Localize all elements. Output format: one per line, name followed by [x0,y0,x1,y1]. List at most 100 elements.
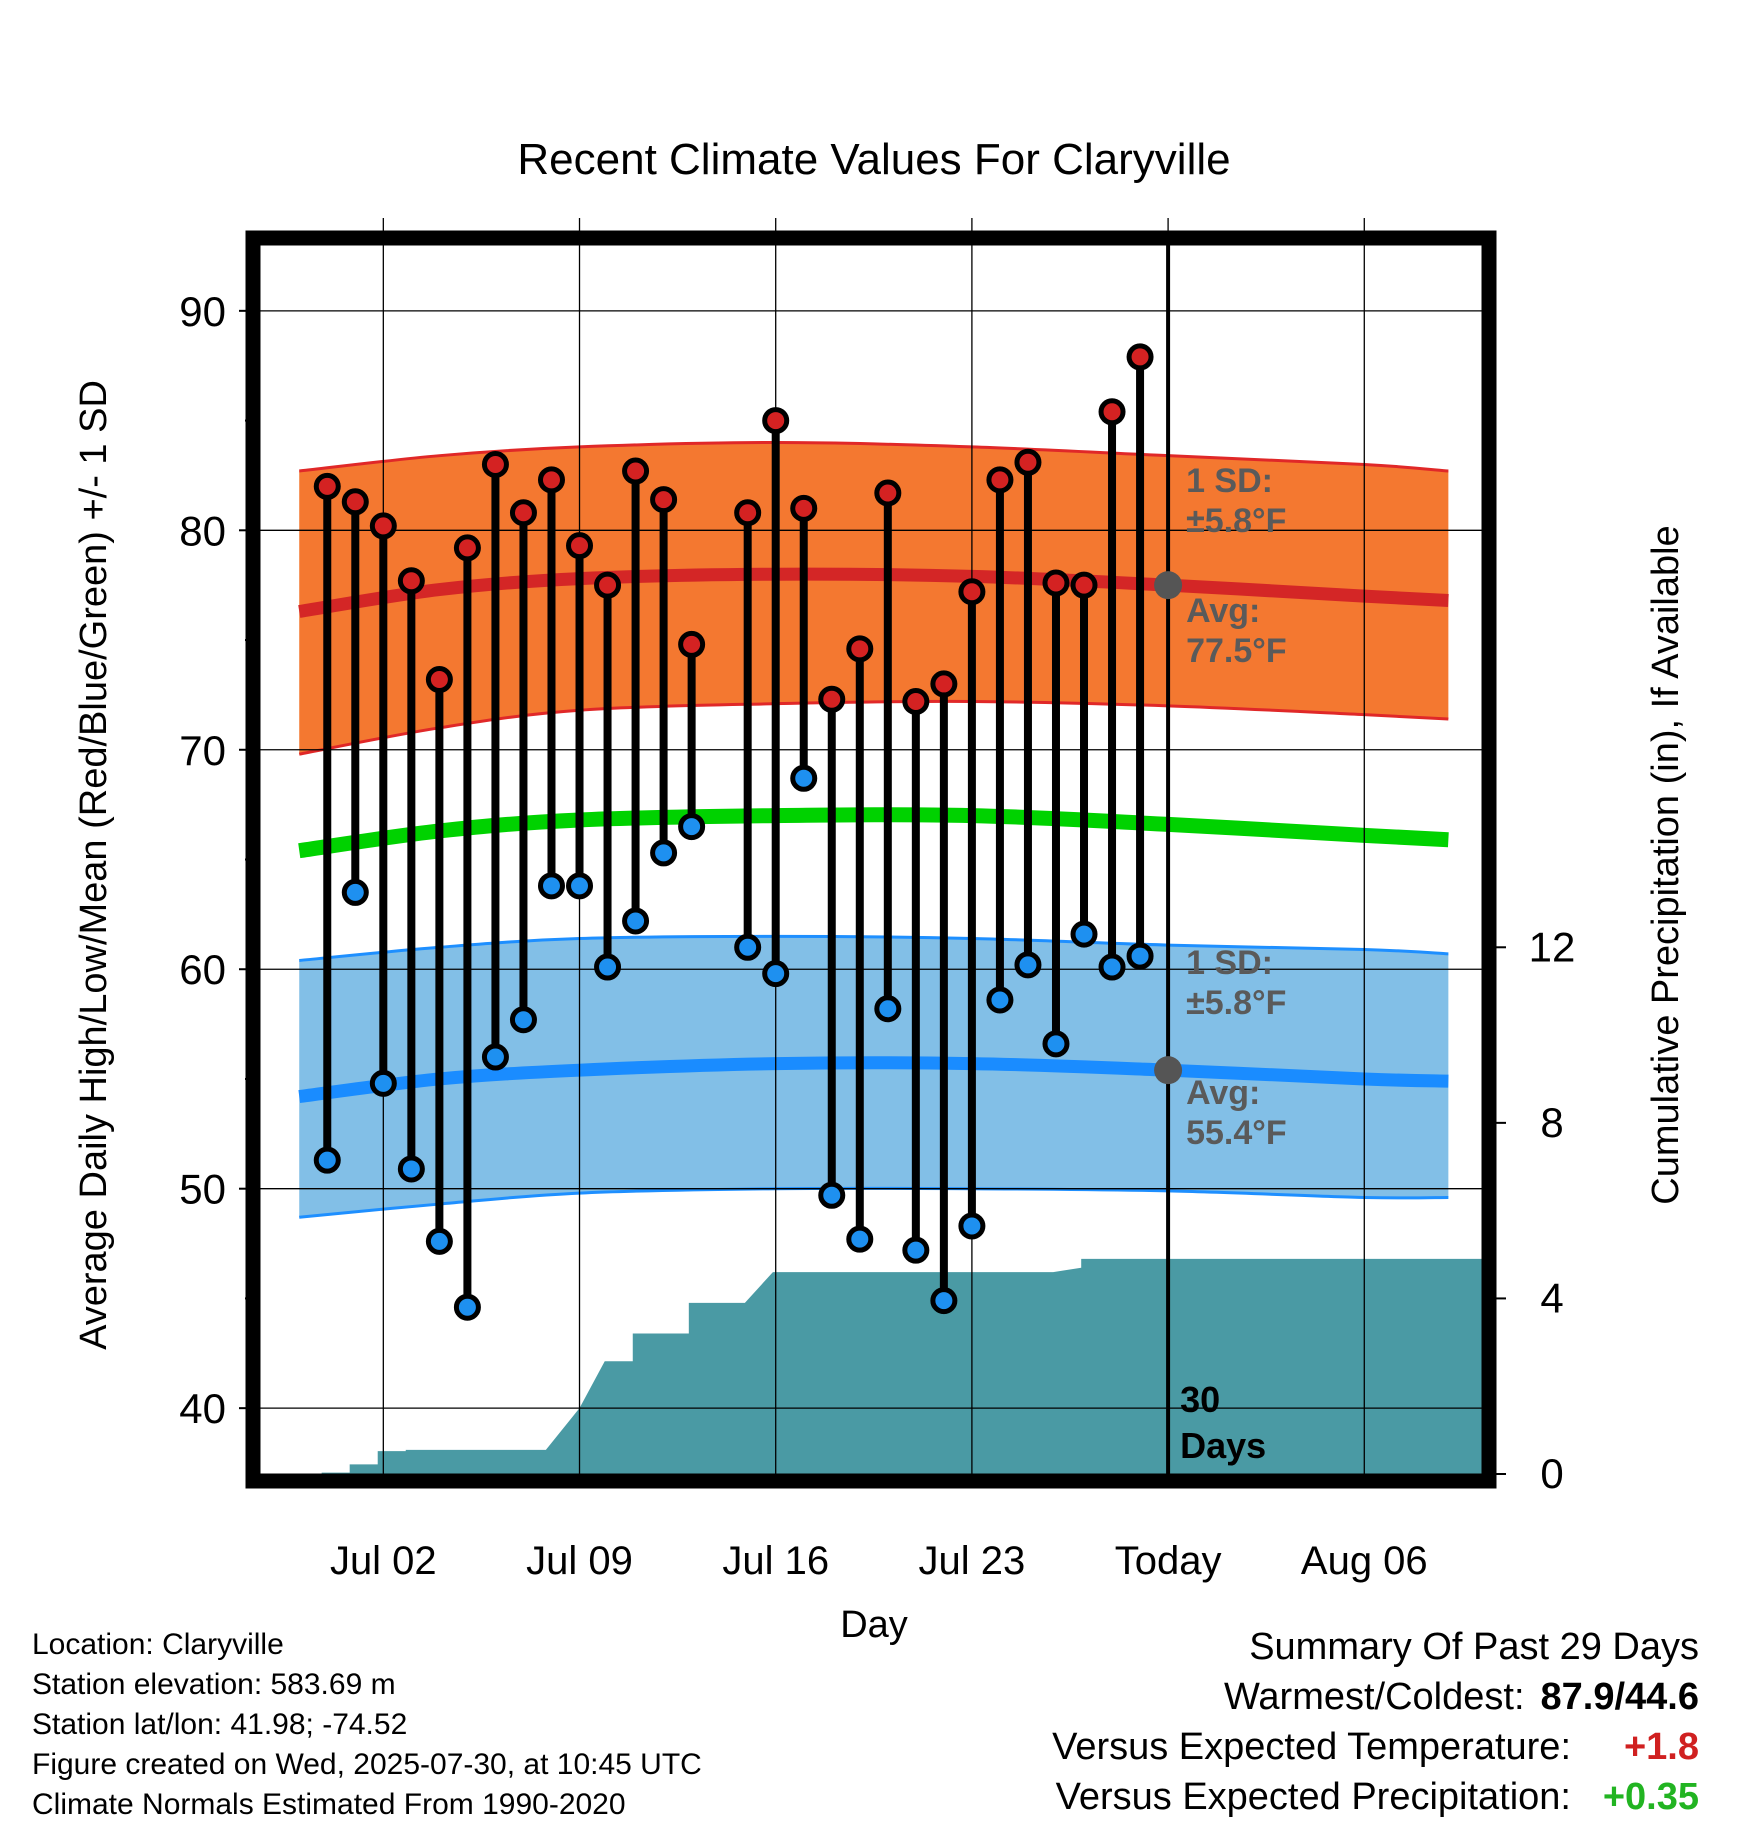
daily-high-point [678,630,706,658]
daily-low-point [650,839,678,867]
daily-low-point [509,1006,537,1034]
high-sd-upper-edge [299,441,1449,473]
high-sd-label: 1 SD: [1186,462,1273,500]
daily-low-point [341,878,369,906]
daily-low-point [846,1225,874,1253]
daily-high-point [1042,569,1070,597]
y-axis-label: Average Daily High/Low/Mean (Red/Blue/Gr… [73,380,115,1350]
high-sd-band [299,442,1449,755]
low-sd-upper-edge [299,934,1449,962]
daily-low-point [594,953,622,981]
x-tick-label: Jul 16 [722,1539,829,1583]
daily-high-point [790,494,818,522]
daily-high-point [1070,571,1098,599]
daily-high-point [846,635,874,663]
low-avg-value: 55.4°F [1186,1114,1287,1152]
daily-low-point [958,1212,986,1240]
daily-high-point [958,578,986,606]
temp-value: +1.8 [1623,1726,1699,1768]
normal-high-line [298,567,1449,618]
y2-tick-label: 12 [1529,923,1576,970]
climate-normals-note: Climate Normals Estimated From 1990-2020 [32,1788,626,1821]
daily-high-point [874,479,902,507]
y-tick-label: 70 [179,727,226,774]
daily-low-point [930,1287,958,1315]
high-avg-label: Avg: [1186,592,1260,630]
precip-value: +0.35 [1602,1776,1699,1818]
temp-label: Versus Expected Temperature: [1052,1726,1571,1768]
daily-high-point [537,466,565,494]
summary-warm-row: Warmest/Coldest: 87.9/44.6 [1052,1672,1699,1722]
warm-value: 87.9/44.6 [1540,1676,1699,1718]
station-latlon: Station lat/lon: 41.98; -74.52 [32,1708,408,1741]
daily-high-point [453,534,481,562]
daily-high-point [594,571,622,599]
y2-tick-label: 8 [1540,1099,1563,1146]
summary-panel: Summary Of Past 29 Days Warmest/Coldest:… [1052,1622,1699,1822]
high-sd-lower-edge [298,699,1449,756]
daily-low-point [453,1293,481,1321]
daily-low-point [537,872,565,900]
daily-low-point [481,1043,509,1071]
daily-low-point [734,933,762,961]
summary-precip-row: Versus Expected Precipitation: +0.35 [1052,1772,1699,1822]
daily-low-point [986,986,1014,1014]
daily-low-point [566,872,594,900]
daily-high-point [762,407,790,435]
normal-mean-line [298,807,1449,859]
summary-title: Summary Of Past 29 Days [1249,1626,1699,1668]
normal-low-line [298,1056,1449,1103]
y-tick-label: 80 [179,507,226,554]
y-tick-label: 60 [179,946,226,993]
daily-high-point [734,499,762,527]
station-elevation: Station elevation: 583.69 m [32,1668,396,1701]
daily-low-point [762,960,790,988]
daily-high-point [341,488,369,516]
days-count-label: 30 [1180,1379,1220,1420]
today-high-normal-marker [1154,571,1183,600]
daily-high-point [481,450,509,478]
daily-high-point [1014,448,1042,476]
daily-low-point [425,1227,453,1255]
daily-low-point [818,1181,846,1209]
warm-label: Warmest/Coldest: [1223,1676,1525,1718]
daily-low-point [369,1069,397,1097]
low-sd-value: ±5.8°F [1186,984,1286,1022]
x-tick-label: Today [1115,1539,1222,1583]
daily-high-point [622,457,650,485]
daily-high-point [1098,398,1126,426]
y-tick-label: 50 [179,1166,226,1213]
x-tick-label: Jul 23 [919,1539,1026,1583]
daily-high-point [930,670,958,698]
today-low-normal-marker [1154,1056,1183,1085]
daily-high-point [509,499,537,527]
daily-low-point [1098,953,1126,981]
y2-tick-label: 4 [1540,1274,1563,1321]
low-avg-label: Avg: [1186,1074,1260,1112]
daily-high-point [986,466,1014,494]
daily-high-point [650,486,678,514]
low-sd-band [299,936,1449,1218]
high-sd-value: ±5.8°F [1186,502,1286,540]
station-info: Location: Claryville Station elevation: … [32,1625,702,1825]
daily-low-point [397,1155,425,1183]
daily-low-point [790,764,818,792]
daily-high-point [397,567,425,595]
daily-high-point [313,472,341,500]
daily-low-point [622,907,650,935]
daily-low-point [1070,920,1098,948]
figure-created: Figure created on Wed, 2025-07-30, at 10… [32,1748,702,1781]
summary-temp-row: Versus Expected Temperature: +1.8 [1052,1722,1699,1772]
daily-high-point [902,687,930,715]
daily-low-point [678,813,706,841]
daily-high-point [566,532,594,560]
daily-low-point [874,995,902,1023]
y2-tick-label: 0 [1540,1450,1563,1497]
x-axis-label: Day [840,1604,908,1646]
daily-low-point [1014,951,1042,979]
daily-low-point [1126,942,1154,970]
daily-high-point [1126,343,1154,371]
daily-high-point [369,512,397,540]
precip-label: Versus Expected Precipitation: [1055,1776,1571,1818]
